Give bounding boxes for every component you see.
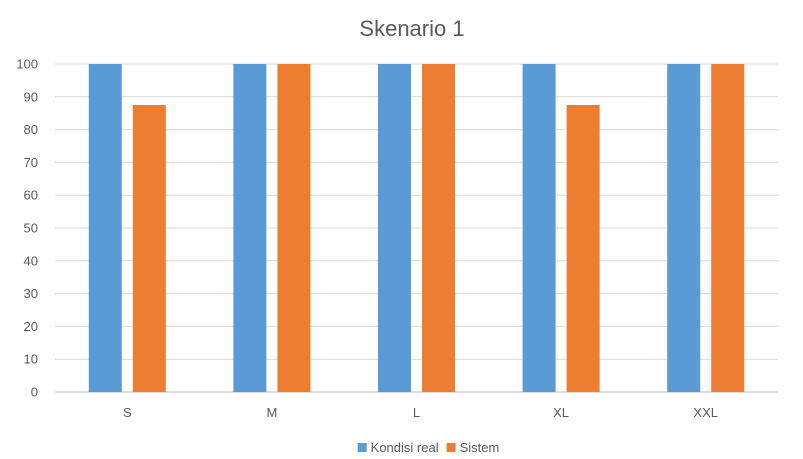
bar-sistem-m	[277, 64, 311, 392]
y-tick-label: 40	[24, 253, 38, 268]
bar-sistem-s	[132, 105, 166, 392]
x-tick-label: M	[266, 405, 277, 420]
y-tick-label: 20	[24, 319, 38, 334]
y-tick-label: 80	[24, 122, 38, 137]
legend-swatch	[446, 443, 456, 452]
bar-kondisi-real-m	[233, 64, 267, 392]
bar-kondisi-real-xl	[522, 64, 556, 392]
bars	[88, 64, 745, 392]
legend-label: Sistem	[460, 440, 500, 455]
y-tick-label: 50	[24, 221, 38, 236]
x-tick-label: S	[123, 405, 132, 420]
y-tick-label: 100	[16, 57, 38, 72]
x-tick-label: L	[413, 405, 420, 420]
legend-item: Kondisi real	[357, 440, 439, 455]
y-axis: 0 10 20 30 40 50 60 70 80 90 100	[16, 57, 38, 400]
x-tick-label: XXL	[693, 405, 718, 420]
y-tick-label: 90	[24, 89, 38, 104]
y-tick-label: 0	[31, 385, 38, 400]
chart-title: Skenario 1	[359, 16, 464, 41]
bar-sistem-xl	[566, 105, 600, 392]
y-tick-label: 70	[24, 155, 38, 170]
x-tick-label: XL	[553, 405, 569, 420]
y-tick-label: 10	[24, 352, 38, 367]
bar-kondisi-real-xxl	[667, 64, 701, 392]
legend-swatch	[357, 443, 367, 452]
legend-item: Sistem	[446, 440, 500, 455]
legend-label: Kondisi real	[371, 440, 439, 455]
bar-sistem-xxl	[711, 64, 745, 392]
bar-kondisi-real-l	[378, 64, 411, 392]
bar-kondisi-real-s	[88, 64, 122, 392]
gridlines	[55, 63, 778, 393]
x-axis: S M L XL XXL	[123, 405, 718, 420]
legend: Kondisi real Sistem	[357, 440, 500, 455]
bar-sistem-l	[422, 64, 455, 392]
y-tick-label: 60	[24, 188, 38, 203]
y-tick-label: 30	[24, 286, 38, 301]
